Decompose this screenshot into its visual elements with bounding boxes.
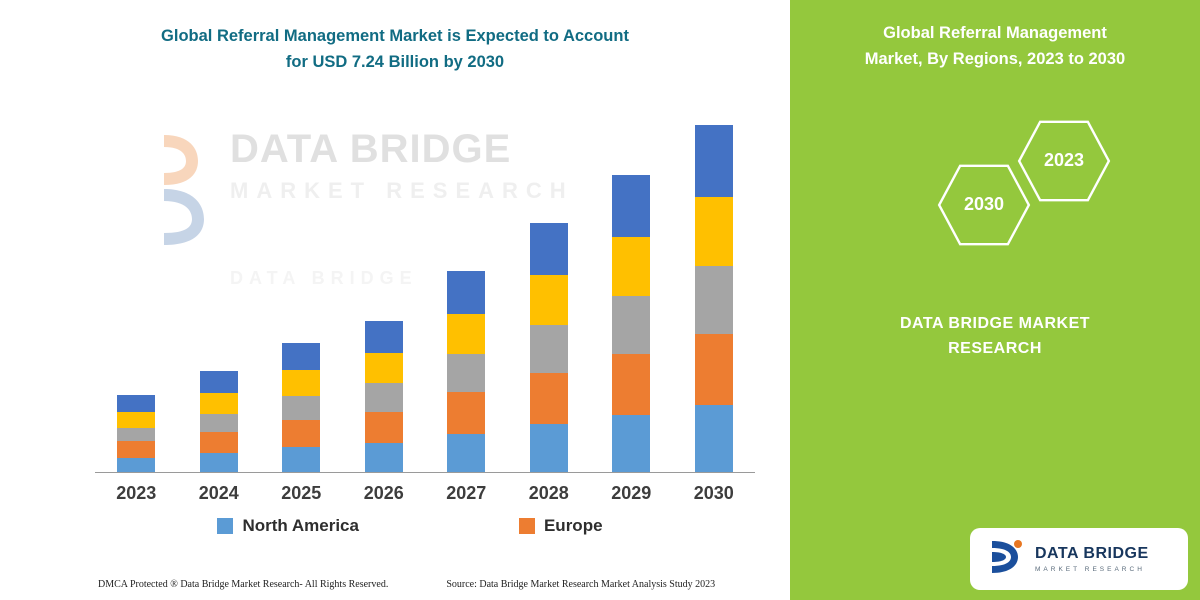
bar-stack-2027 <box>447 270 486 473</box>
logo-text: DATA BRIDGE MARKET RESEARCH <box>1035 545 1149 573</box>
legend-item-europe: Europe <box>518 516 603 536</box>
bar-segment <box>447 354 486 393</box>
chart-title-line1: Global Referral Management Market is Exp… <box>161 27 629 45</box>
bar-segment <box>364 412 403 444</box>
brand-line2: RESEARCH <box>948 340 1042 358</box>
bar-segment <box>117 412 156 429</box>
chart-title-line2: for USD 7.24 Billion by 2030 <box>285 52 505 71</box>
bar-segment <box>447 270 486 314</box>
bar-stack-2023 <box>117 395 156 473</box>
chart-legend: North America Europe <box>30 516 790 536</box>
bar-segment <box>282 447 321 473</box>
hexagon-2030-label: 2030 <box>963 194 1005 215</box>
bar-segment <box>282 370 321 397</box>
bar-segment <box>447 392 486 434</box>
bar-segment <box>199 393 238 414</box>
logo-subtitle: MARKET RESEARCH <box>1035 566 1145 573</box>
legend-item-north-america: North America <box>217 516 359 536</box>
legend-swatch-north-america <box>217 518 234 535</box>
source-notice: Source: Data Bridge Market Research Mark… <box>446 579 716 590</box>
x-tick-label: 2030 <box>693 483 734 504</box>
bar-segment <box>694 404 733 473</box>
hexagon-2023-label: 2023 <box>1043 150 1085 171</box>
bar-segment <box>447 433 486 473</box>
bar-segment <box>364 320 403 354</box>
bar-segment <box>694 124 733 197</box>
bar-segment <box>117 428 156 442</box>
bar-segment <box>529 424 568 473</box>
bar-stack-2029 <box>612 174 651 473</box>
bar-stack-2030 <box>694 124 733 473</box>
info-panel-title: Global Referral Management Market, By Re… <box>790 20 1200 73</box>
bar-segment <box>612 354 651 415</box>
brand-text: DATA BRIDGE MARKET RESEARCH <box>790 311 1200 362</box>
bar-segment <box>282 342 321 371</box>
data-bridge-logo-card: DATA BRIDGE MARKET RESEARCH <box>970 528 1188 590</box>
bar-segment <box>282 396 321 421</box>
x-tick-label: 2025 <box>281 483 322 504</box>
dmca-notice: DMCA Protected ® Data Bridge Market Rese… <box>98 579 389 590</box>
bar-segment <box>199 413 238 432</box>
bar-segment <box>694 196 733 267</box>
hexagon-outline-icon <box>937 164 1031 246</box>
hexagon-2030: 2030 <box>936 163 1032 247</box>
x-tick-label: 2026 <box>363 483 404 504</box>
bar-segment <box>694 266 733 335</box>
bar-stack-2026 <box>364 320 403 473</box>
bar-segment <box>364 383 403 413</box>
bar-segment <box>117 441 156 458</box>
bar-segment <box>529 325 568 374</box>
bar-segment <box>612 174 651 237</box>
legend-swatch-europe <box>518 518 535 535</box>
x-tick-label: 2028 <box>528 483 569 504</box>
chart-area: DATA BRIDGE MARKET RESEARCH DATA BRIDGE <box>95 109 755 474</box>
info-title-line2: Market, By Regions, 2023 to 2030 <box>864 50 1126 69</box>
bar-segment <box>199 371 238 394</box>
bar-segment <box>117 457 156 473</box>
info-panel: Global Referral Management Market, By Re… <box>790 0 1200 600</box>
logo-name: DATA BRIDGE <box>1035 545 1149 562</box>
plot-area <box>95 109 755 474</box>
hexagon-outline-icon <box>1017 120 1111 202</box>
bar-segment <box>612 414 651 473</box>
bar-segment <box>694 334 733 405</box>
bar-segment <box>612 296 651 355</box>
bar-segment <box>529 275 568 326</box>
x-tick-label: 2027 <box>446 483 487 504</box>
bar-segment <box>117 395 156 413</box>
legend-label-north-america: North America <box>242 516 359 536</box>
x-tick-label: 2024 <box>198 483 239 504</box>
bar-stack-2024 <box>199 371 238 473</box>
brand-line1: DATA BRIDGE MARKET <box>899 314 1091 332</box>
footer: DMCA Protected ® Data Bridge Market Rese… <box>98 579 715 590</box>
legend-label-europe: Europe <box>543 516 603 536</box>
x-tick-label: 2023 <box>116 483 157 504</box>
bar-segment <box>447 313 486 355</box>
x-tick-label: 2029 <box>611 483 652 504</box>
bar-segment <box>364 443 403 473</box>
bar-segment <box>612 236 651 297</box>
info-title-line1: Global Referral Management <box>883 24 1107 42</box>
chart-panel: Global Referral Management Market is Exp… <box>0 24 790 590</box>
data-bridge-logo-icon <box>982 535 1026 584</box>
bar-segment <box>364 353 403 384</box>
bar-stack-2025 <box>282 342 321 473</box>
bar-stack-2028 <box>529 222 568 473</box>
hexagon-zone: 2023 2030 <box>790 101 1200 281</box>
hexagon-2023: 2023 <box>1016 119 1112 203</box>
bar-segment <box>282 420 321 448</box>
chart-title: Global Referral Management Market is Exp… <box>0 24 790 75</box>
bar-segment <box>199 452 238 473</box>
bar-segment <box>529 222 568 276</box>
x-axis-labels: 2023 2024 2025 2026 2027 2028 2029 2030 <box>95 483 755 504</box>
bar-segment <box>529 373 568 425</box>
bar-segment <box>199 431 238 453</box>
